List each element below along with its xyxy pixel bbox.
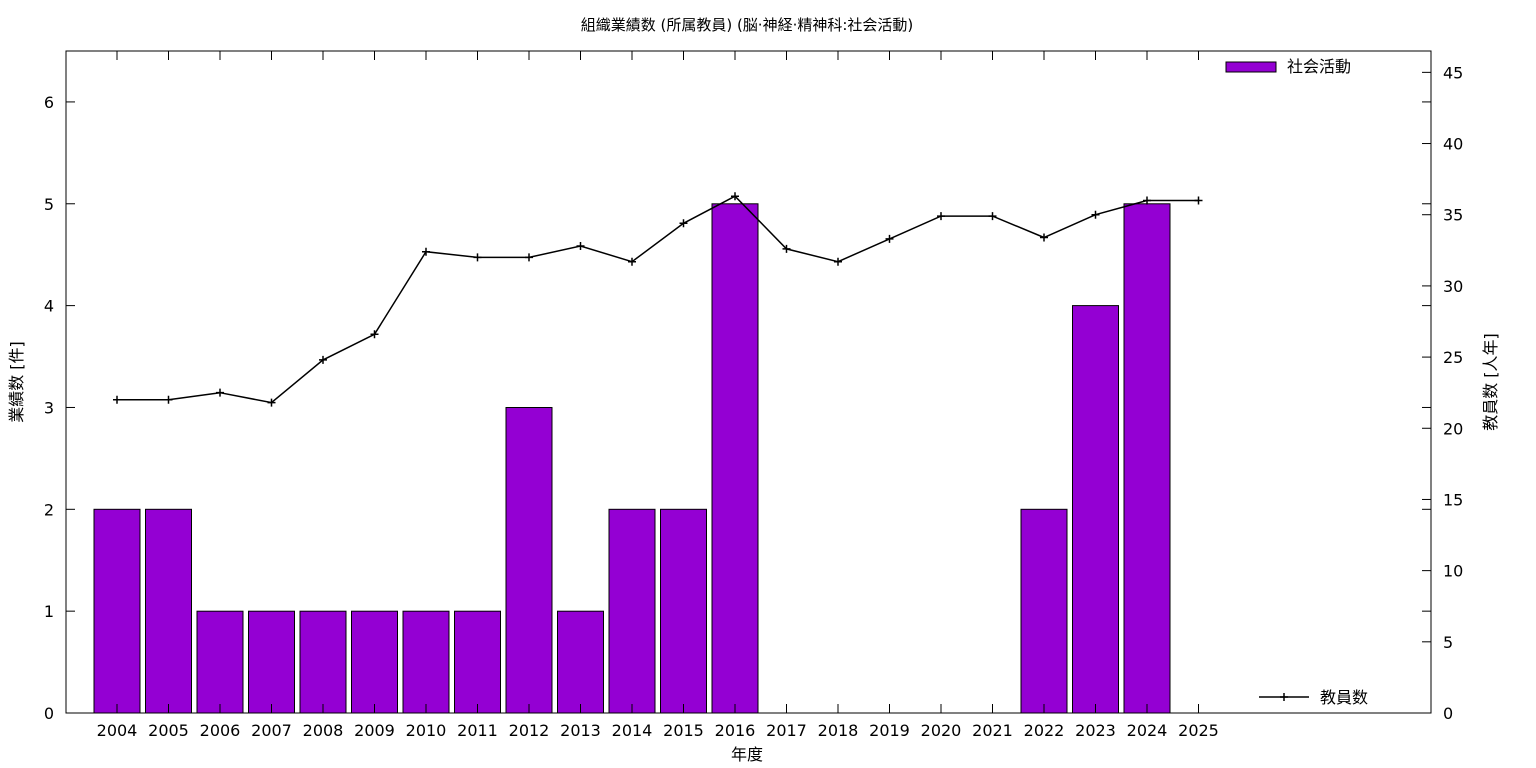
bar-2006 [196, 610, 244, 714]
plot-frame [65, 50, 1432, 714]
x-tick-label-2025: 2025 [1178, 721, 1219, 740]
bar-2016 [711, 203, 759, 714]
line-point-2006 [216, 388, 224, 397]
bar-2012 [505, 407, 553, 714]
bar-2022 [1020, 508, 1068, 714]
line-point-2025 [1194, 196, 1203, 205]
bar-2010 [402, 610, 450, 714]
line-point-2021 [988, 212, 997, 221]
legend-bars: 社会活動 [1225, 57, 1351, 76]
x-tick-label-2020: 2020 [921, 721, 962, 740]
line-point-2016 [731, 192, 739, 201]
bar-2014 [608, 508, 656, 714]
line-point-2019 [885, 234, 894, 243]
bar-2024 [1123, 203, 1171, 714]
y-axis-label: 業績数 [件] [7, 341, 26, 423]
bar-2011 [454, 610, 501, 714]
bar-2007 [248, 610, 295, 714]
y-tick-label: 6 [44, 93, 54, 112]
line-point-2012 [525, 253, 533, 262]
y2-tick-label: 25 [1443, 348, 1463, 367]
x-axis-label: 年度 [731, 745, 763, 764]
x-tick-label-2009: 2009 [354, 721, 395, 740]
line-point-2022 [1040, 233, 1048, 242]
line-point-2008 [319, 355, 327, 364]
x-tick-label-2014: 2014 [612, 721, 653, 740]
line-point-2023 [1091, 210, 1100, 219]
x-tick-label-2010: 2010 [406, 721, 447, 740]
y2-tick-label: 45 [1443, 63, 1463, 82]
line-point-2015 [679, 219, 688, 228]
x-tick-label-2023: 2023 [1075, 721, 1116, 740]
ticks-layer [66, 51, 1431, 714]
line-layer [113, 192, 1203, 407]
x-tick-label-2024: 2024 [1127, 721, 1168, 740]
x-tick-label-2004: 2004 [97, 721, 138, 740]
line-point-2013 [576, 242, 585, 251]
x-tick-label-2015: 2015 [663, 721, 704, 740]
x-tick-label-2005: 2005 [148, 721, 189, 740]
line-point-2004 [113, 395, 121, 404]
x-tick-label-2016: 2016 [715, 721, 756, 740]
x-tick-label-2022: 2022 [1024, 721, 1065, 740]
x-tick-label-2021: 2021 [972, 721, 1013, 740]
y-tick-label: 1 [44, 602, 54, 621]
y2-tick-label: 20 [1443, 419, 1463, 438]
y2-tick-label: 40 [1443, 135, 1463, 154]
bar-2015 [660, 508, 707, 714]
line-point-2020 [937, 212, 945, 221]
bar-2023 [1072, 305, 1119, 714]
legend-line-marker [1280, 693, 1288, 701]
y-tick-label: 0 [44, 704, 54, 723]
y-tick-label: 5 [44, 195, 54, 214]
x-tick-label-2013: 2013 [560, 721, 601, 740]
line-point-2007 [267, 398, 276, 407]
line-point-2010 [422, 247, 430, 256]
bar-2005 [145, 508, 192, 714]
line-point-2011 [473, 253, 482, 262]
y-tick-label: 3 [44, 398, 54, 417]
line-series-path [117, 195, 1199, 404]
y2-tick-label: 0 [1443, 704, 1453, 723]
y-tick-label: 4 [44, 297, 54, 316]
x-tick-label-2017: 2017 [766, 721, 807, 740]
line-point-2005 [164, 395, 173, 404]
x-tick-label-2018: 2018 [818, 721, 859, 740]
x-tick-label-2019: 2019 [869, 721, 910, 740]
line-point-2024 [1143, 196, 1151, 205]
legend-line-label: 教員数 [1320, 688, 1368, 707]
y2-tick-label: 30 [1443, 277, 1463, 296]
line-point-2014 [628, 257, 636, 266]
legend-bars-swatch [1225, 61, 1277, 73]
x-tick-label-2011: 2011 [457, 721, 498, 740]
x-tick-label-2012: 2012 [509, 721, 550, 740]
y2-tick-label: 15 [1443, 490, 1463, 509]
bars-layer [93, 203, 1171, 714]
y2-tick-label: 35 [1443, 206, 1463, 225]
bar-2008 [299, 610, 347, 714]
line-point-2018 [834, 257, 842, 266]
y-tick-label: 2 [44, 500, 54, 519]
y2-tick-label: 10 [1443, 562, 1463, 581]
bar-2004 [93, 508, 141, 714]
y2-axis-label: 教員数 [人年] [1481, 333, 1500, 431]
legend-bars-label: 社会活動 [1287, 57, 1351, 76]
bar-2013 [557, 610, 604, 714]
y2-tick-label: 5 [1443, 633, 1453, 652]
line-point-2017 [782, 244, 791, 253]
legend-line: 教員数 [1259, 688, 1368, 707]
x-tick-label-2007: 2007 [251, 721, 292, 740]
bar-2009 [351, 610, 398, 714]
x-tick-label-2008: 2008 [303, 721, 344, 740]
x-tick-label-2006: 2006 [200, 721, 241, 740]
chart-title: 組織業績数 (所属教員) (脳·神経·精神科:社会活動) [581, 16, 914, 34]
line-point-2009 [370, 330, 379, 339]
